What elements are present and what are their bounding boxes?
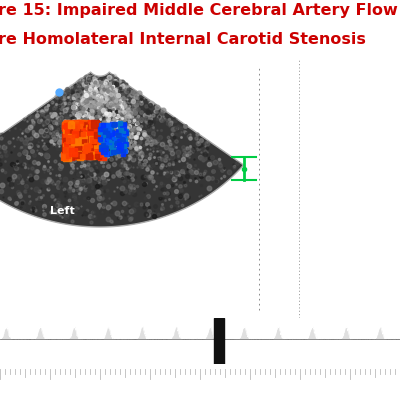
Text: 50mm/s: 50mm/s [357,348,388,357]
Text: 2: 2 [3,67,8,76]
Bar [214,318,224,364]
Text: Left: Left [50,206,75,216]
Text: re 15: Impaired Middle Cerebral Artery Flow Du: re 15: Impaired Middle Cerebral Artery F… [0,3,400,18]
Text: •  Vel    48.3 cm/s
   SV Depth  5.3 cm

   50%
   1.6MHz
   WF 100Hz
   SV7.5mm: • Vel 48.3 cm/s SV Depth 5.3 cm 50% 1.6M… [302,79,383,134]
Text: 10: 10 [30,67,39,76]
Text: re Homolateral Internal Carotid Stenosis: re Homolateral Internal Carotid Stenosis [0,32,366,47]
Polygon shape [0,72,244,227]
